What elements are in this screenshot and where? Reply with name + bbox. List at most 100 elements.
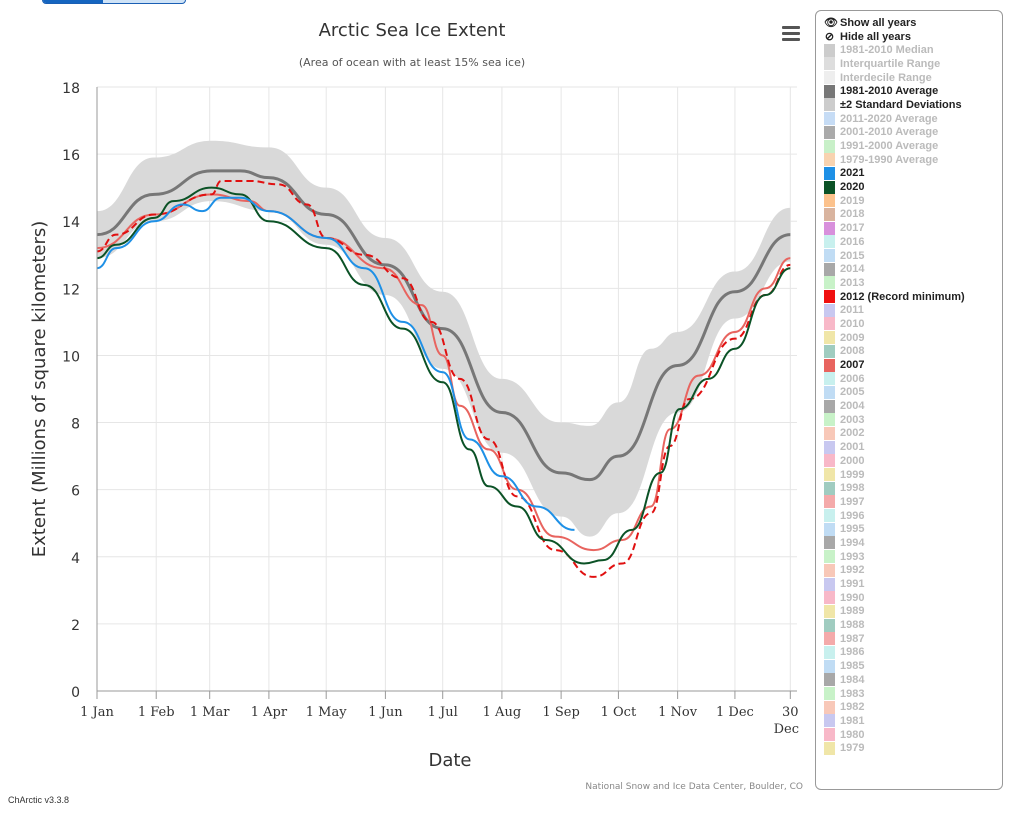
legend-item[interactable]: 1981-2010 Median [824,43,1002,57]
x-tick-label: 1 May [306,705,347,720]
series-line-2021[interactable] [96,196,575,531]
legend-item[interactable]: 2008 [824,344,1002,359]
legend-item[interactable]: Interquartile Range [824,57,1002,71]
legend-swatch [824,57,835,71]
legend-label: 1997 [840,495,865,508]
legend-item[interactable]: 2019 [824,194,1002,208]
legend-swatch [824,84,835,98]
legend-item[interactable]: ±2 Standard Deviations [824,98,1002,112]
legend-item[interactable]: 1984 [824,673,1002,687]
legend-item[interactable]: 1998 [824,481,1002,495]
legend-item[interactable]: Interdecile Range [824,71,1002,85]
legend-swatch [824,741,835,755]
legend-item[interactable]: 2011-2020 Average [824,112,1002,126]
legend-item[interactable]: 2007 [824,358,1002,372]
legend-swatch [824,728,835,742]
legend-item[interactable]: 1979-1990 Average [824,153,1002,167]
legend-item[interactable]: 2014 [824,262,1002,276]
legend-item[interactable]: 2016 [824,235,1002,249]
legend-label: 1989 [840,605,865,618]
series-line-2012[interactable] [96,179,791,578]
y-tick-label: 8 [71,417,80,433]
legend-item[interactable]: 1996 [824,509,1002,523]
legend-item[interactable]: 1999 [824,468,1002,482]
legend-label: 2001-2010 Average [840,126,939,139]
legend-label: 2009 [840,331,865,344]
legend-item[interactable]: 2006 [824,372,1002,386]
legend-item[interactable]: 1986 [824,645,1002,660]
legend-item[interactable]: 2003 [824,413,1002,427]
legend-swatch [824,632,835,646]
legend-item[interactable]: 1988 [824,618,1002,632]
series-line-2007[interactable] [96,193,791,552]
legend-item[interactable]: 2015 [824,249,1002,263]
legend-item[interactable]: 2012 (Record minimum) [824,290,1002,304]
legend-label: 1990 [840,591,865,604]
legend-swatch [824,495,835,509]
legend-item[interactable]: 1981 [824,714,1002,728]
y-tick-label: 16 [62,148,80,164]
legend-label: 2021 [840,167,865,180]
legend-item[interactable]: 2017 [824,221,1002,235]
legend-item[interactable]: 1995 [824,522,1002,536]
series-line-2020[interactable] [96,186,791,565]
legend-swatch [824,139,835,153]
legend-item[interactable]: 1993 [824,550,1002,564]
legend-item[interactable]: 2011 [824,303,1002,317]
legend-item[interactable]: 1989 [824,604,1002,619]
legend-item[interactable]: 1991-2000 Average [824,139,1002,153]
legend-item[interactable]: 1992 [824,563,1002,578]
legend-item[interactable]: 1982 [824,700,1002,714]
legend-item[interactable]: 1987 [824,632,1002,646]
legend-item[interactable]: 2002 [824,426,1002,441]
x-tick-label: 1 Oct [601,705,637,720]
legend-swatch [824,645,835,659]
legend-item[interactable]: 2020 [824,180,1002,194]
legend-item[interactable]: 2010 [824,317,1002,331]
legend-item[interactable]: 2021 [824,166,1002,181]
legend-label: 2004 [840,400,865,413]
legend-item[interactable]: 1991 [824,577,1002,591]
legend-swatch [824,577,835,591]
view-toggle-active-segment[interactable] [43,0,103,3]
legend-swatch [824,673,835,687]
legend-item[interactable]: 1985 [824,659,1002,673]
legend-item[interactable]: 2009 [824,331,1002,345]
legend-item[interactable]: 2001 [824,440,1002,454]
legend-item[interactable]: 1980 [824,728,1002,742]
legend-swatch [824,221,835,235]
x-tick-label: 1 Dec [716,705,754,720]
legend-item[interactable]: 2000 [824,454,1002,468]
chart-title: Arctic Sea Ice Extent [319,20,506,41]
hide-all-years[interactable]: ⊘ Hide all years [824,30,911,44]
legend-item[interactable]: 1990 [824,591,1002,605]
show-all-years[interactable]: 👁 Show all years [824,16,917,30]
legend-swatch [824,468,835,482]
legend-label: 1979-1990 Average [840,153,939,166]
y-tick-label: 14 [62,215,80,231]
hamburger-icon[interactable] [782,26,800,44]
legend-swatch [824,207,835,221]
legend-item[interactable]: 1997 [824,495,1002,509]
legend-swatch [824,687,835,701]
legend-label: 1998 [840,482,865,495]
legend-swatch [824,344,835,358]
legend-swatch [824,454,835,468]
series-line-1981-2010[interactable] [96,169,791,482]
legend-item[interactable]: 1981-2010 Average [824,84,1002,98]
legend-item[interactable]: 2005 [824,385,1002,400]
legend-label: 1980 [840,728,865,741]
legend-item[interactable]: 2001-2010 Average [824,125,1002,140]
credit-text: National Snow and Ice Data Center, Bould… [585,782,803,792]
legend-item[interactable]: 1983 [824,687,1002,701]
x-tick-label: 1 Jun [368,705,403,720]
legend-item[interactable]: 2013 [824,276,1002,290]
legend-item[interactable]: 1979 [824,741,1002,755]
legend-label: 1981-2010 Average [840,85,939,98]
y-tick-label: 2 [71,618,80,634]
legend-item[interactable]: 2018 [824,207,1002,222]
legend-item[interactable]: 1994 [824,536,1002,550]
legend-item[interactable]: 2004 [824,399,1002,413]
legend-swatch [824,98,835,112]
x-tick-label: 1 Jan [80,705,114,720]
